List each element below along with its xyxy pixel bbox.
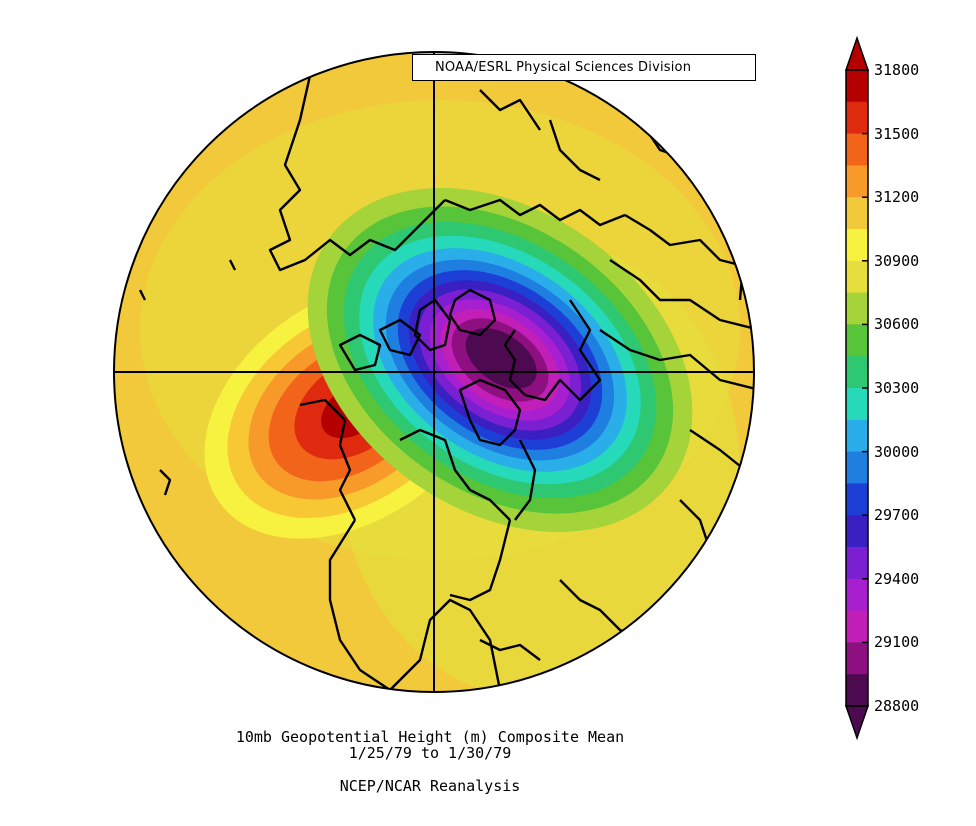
colorbar-swatch [846, 451, 868, 484]
colorbar-swatch [846, 165, 868, 198]
colorbar-swatch [846, 610, 868, 643]
colorbar-arrow-top [844, 35, 870, 71]
caption-date-range: 1/25/79 to 1/30/79 [348, 744, 512, 762]
colorbar-swatch [846, 642, 868, 675]
colorbar-swatch [846, 197, 868, 230]
caption-title: 10mb Geopotential Height (m) Composite M… [235, 728, 625, 746]
colorbar-label: 29100 [874, 633, 920, 652]
colorbar-label: 29700 [874, 506, 920, 525]
colorbar-label: 29400 [874, 569, 920, 588]
colorbar-label: 30900 [874, 251, 920, 270]
colorbar-swatch [846, 547, 868, 580]
colorbar-swatch [846, 133, 868, 166]
colorbar-swatch [846, 515, 868, 548]
vortex-contours [307, 187, 693, 533]
colorbar-label: 30300 [874, 379, 920, 397]
colorbar-swatch [846, 324, 868, 357]
colorbar-swatch [846, 292, 868, 325]
colorbar-swatch [846, 578, 868, 612]
colorbar-label: 30600 [874, 315, 920, 334]
colorbar-swatch [846, 70, 868, 103]
colorbar-label: 30000 [874, 442, 920, 461]
colorbar-swatch [846, 356, 868, 389]
colorbar-swatch [846, 483, 868, 516]
credit-box: NOAA/ESRL Physical Sciences Division [412, 54, 756, 81]
colorbar [844, 35, 870, 741]
colorbar-swatch [846, 674, 868, 707]
caption-source: NCEP/NCAR Reanalysis [339, 777, 521, 795]
colorbar-label: 31800 [874, 61, 920, 79]
colorbar-swatch [846, 101, 868, 135]
colorbar-arrow-bottom [844, 705, 870, 741]
colorbar-label: 28800 [874, 697, 920, 715]
colorbar-label: 31500 [874, 124, 920, 143]
height-field [114, 52, 754, 692]
colorbar-label: 31200 [874, 188, 920, 207]
colorbar-swatch [846, 229, 868, 262]
colorbar-swatch [846, 388, 868, 421]
colorbar-swatch [846, 260, 868, 294]
colorbar-swatch [846, 419, 868, 453]
